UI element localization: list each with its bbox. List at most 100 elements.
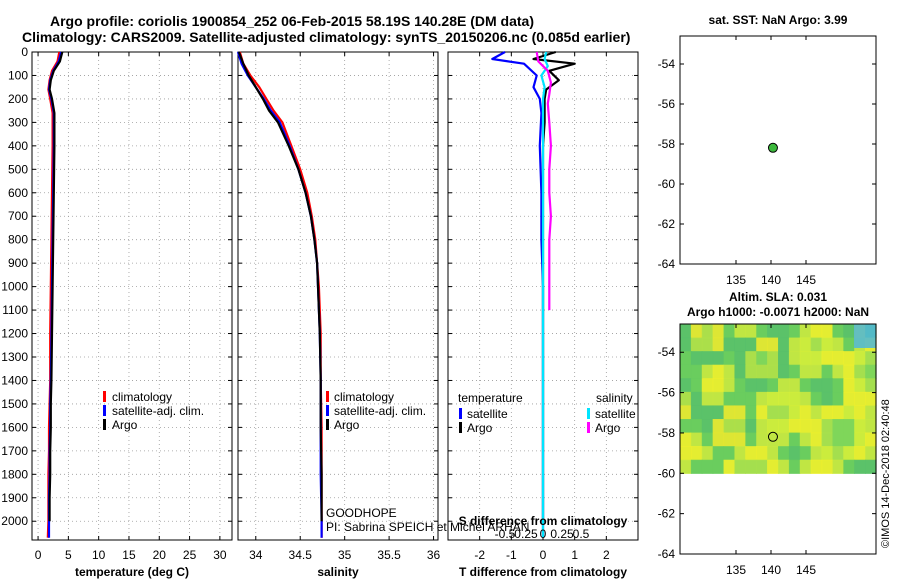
- sla_map-field-cell: [854, 324, 876, 348]
- temperature-ytick-label: 1000: [1, 280, 28, 294]
- difference-stick-label: 0.5: [573, 527, 590, 541]
- difference-xtick-label: -2: [474, 548, 485, 562]
- sla_map-field-cell: [701, 364, 714, 379]
- sla_map-field-cell: [788, 391, 801, 407]
- sla_map-field-cell: [788, 419, 801, 434]
- temperature-legend-label: climatology: [112, 390, 172, 404]
- sla_map-field-cell: [788, 351, 801, 366]
- sla_map-field-cell: [843, 337, 855, 352]
- sla_map-field-cell: [745, 432, 757, 447]
- sla_map-field-cell: [832, 405, 844, 420]
- sla_map-field-cell: [799, 459, 812, 474]
- temperature-ytick-label: 700: [8, 209, 28, 223]
- temperature-xtick-label: 15: [122, 548, 136, 562]
- sla_map-field-cell: [745, 446, 757, 461]
- sla_map-field-cell: [680, 446, 692, 461]
- sla_map-field-cell: [723, 391, 736, 407]
- sla_map-field-cell: [778, 459, 790, 474]
- sla_map-field-cell: [734, 459, 746, 474]
- sla_map-field-cell: [745, 337, 757, 352]
- sla_map-field-cell: [690, 391, 703, 407]
- sla_map-field-cell: [680, 432, 692, 447]
- sla_map-field-cell: [821, 446, 834, 461]
- sla_map-field-cell: [712, 324, 725, 339]
- temperature-legend-label: satellite-adj. clim.: [112, 404, 204, 418]
- difference-legend-salinity-title: salinity: [596, 391, 633, 405]
- sla_map-field-cell: [745, 351, 757, 366]
- sla-map-subtitle: Argo h1000: -0.0071 h2000: NaN: [687, 305, 869, 319]
- difference-xtick-label: 0: [540, 548, 547, 562]
- sla_map-field-cell: [701, 459, 714, 474]
- difference-xlabel-top: S difference from climatology: [459, 514, 628, 528]
- sla_map-field-cell: [843, 419, 855, 434]
- sla_map-field-cell: [821, 391, 834, 407]
- sla_map-field-cell: [778, 324, 790, 339]
- sla_map-field-cell: [843, 324, 855, 339]
- temperature-ytick-label: 100: [8, 68, 28, 82]
- sla_map-field-cell: [810, 459, 823, 474]
- salinity-legend-swatch: [326, 405, 329, 416]
- sla_map-ytick-label: -54: [658, 345, 676, 359]
- sla_map-field-cell: [810, 391, 823, 407]
- sla_map-field-cell: [865, 419, 877, 434]
- sla_map-field-cell: [734, 324, 746, 339]
- salinity-frame: [237, 51, 439, 541]
- sla_map-field-cell: [767, 337, 779, 352]
- sla_map-field-cell: [690, 351, 703, 366]
- salinity-legend-label: climatology: [334, 390, 394, 404]
- temperature-legend-swatch: [103, 419, 106, 430]
- sla_map-field-cell: [680, 391, 692, 407]
- sla_map-field-cell: [821, 337, 834, 352]
- sla_map-field-cell: [854, 446, 866, 461]
- sla_map-field-cell: [810, 324, 823, 339]
- sla_map-field-cell: [680, 351, 692, 366]
- sla_map-field-cell: [778, 364, 790, 379]
- temperature-ytick-label: 500: [8, 162, 28, 176]
- sst_map-ytick-label: -54: [658, 57, 676, 71]
- temperature-ytick-label: 1400: [1, 373, 28, 387]
- sla_map-field-cell: [723, 378, 736, 393]
- sla_map-field-cell: [778, 337, 790, 352]
- sla_map-panel: 135 140 145 -54 -56 -58 -60 -62 -64 Altim. SLA: 0…: [658, 290, 877, 577]
- sla_map-field-cell: [799, 446, 812, 461]
- sla_map-field-cell: [734, 378, 746, 393]
- figure-title-line1: Argo profile: coriolis 1900854_252 06-Fe…: [50, 13, 534, 29]
- sla_map-field-cell: [767, 391, 779, 407]
- sla_map-field-cell: [843, 351, 855, 366]
- sla_map-field-cell: [756, 378, 768, 393]
- sla_map-field-cell: [712, 405, 725, 420]
- sla_map-field-cell: [756, 364, 768, 379]
- sla_map-field-cell: [690, 324, 703, 339]
- sla_map-field-cell: [745, 459, 757, 474]
- sla_map-field-cell: [788, 432, 801, 447]
- sla_map-field-cell: [788, 459, 801, 474]
- temperature-ytick-label: 1300: [1, 350, 28, 364]
- sla_map-field-cell: [778, 446, 790, 461]
- sla_map-field-cell: [832, 446, 844, 461]
- sla_map-field-cell: [865, 378, 877, 393]
- temperature-legend-swatch: [103, 405, 106, 416]
- sla_map-field-cell: [723, 337, 736, 352]
- sla_map-field-cell: [767, 364, 779, 379]
- sla_map-argo-point: [767, 431, 778, 442]
- difference-legend-temperature-title: temperature: [458, 391, 523, 405]
- sla_map-field-cell: [701, 378, 714, 393]
- sla_map-field-cell: [701, 391, 714, 407]
- sla_map-field-cell: [701, 337, 714, 352]
- sla_map-field-cell: [832, 351, 844, 366]
- sla_map-field-cell: [843, 391, 855, 407]
- temperature-xtick-label: 10: [92, 548, 106, 562]
- sla_map-field-cell: [712, 391, 725, 407]
- salinity-xtick-label: 34: [249, 548, 263, 562]
- sla_map-field-cell: [745, 419, 757, 434]
- sla_map-field-cell: [832, 459, 844, 474]
- temperature-ytick-label: 0: [21, 45, 28, 59]
- sla_map-field-cell: [810, 337, 823, 352]
- sla_map-field-cell: [767, 459, 779, 474]
- difference-stick-label: 0.25: [550, 527, 574, 541]
- sla_map-field-cell: [712, 364, 725, 379]
- difference-legend-label: satellite: [595, 407, 636, 421]
- sla_map-field-cell: [843, 364, 855, 379]
- sla_map-field-cell: [799, 378, 812, 393]
- difference-stick-label: -0.25: [510, 527, 538, 541]
